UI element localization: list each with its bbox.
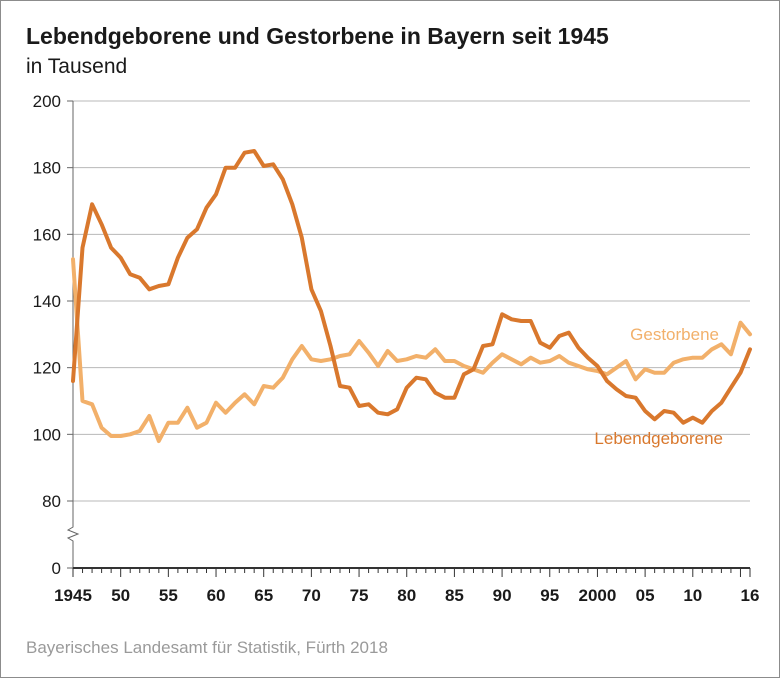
y-tick-label-140: 140 [33, 292, 61, 311]
y-tick-label-160: 160 [33, 225, 61, 244]
series-label-gestorbene: Gestorbene [630, 325, 719, 344]
series-lines [71, 149, 752, 443]
axes [66, 101, 750, 569]
gridlines [73, 100, 750, 502]
x-tick-label-80: 80 [397, 586, 416, 605]
y-tick-label-120: 120 [33, 359, 61, 378]
axis-break-gap [66, 523, 80, 545]
source-note: Bayerisches Landesamt für Statistik, Für… [26, 638, 388, 657]
y-tick-label-80: 80 [42, 492, 61, 511]
x-tick-label-65: 65 [254, 586, 273, 605]
x-tick-label-70: 70 [302, 586, 321, 605]
x-tick-label-1945: 1945 [54, 586, 92, 605]
x-tick-label-90: 90 [493, 586, 512, 605]
x-tick-label-75: 75 [350, 586, 369, 605]
x-tick-label-2000: 2000 [579, 586, 617, 605]
x-axis-ticks: 1945 50 55 60 65 70 75 80 85 90 95 2000 05 10 16 [54, 568, 759, 605]
series-labels: Lebendgeborene Gestorbene [594, 325, 723, 448]
y-tick-label-180: 180 [33, 159, 61, 178]
y-tick-label-0: 0 [52, 559, 61, 578]
x-tick-label-16: 16 [741, 586, 760, 605]
y-tick-label-200: 200 [33, 92, 61, 111]
axis-break-icon [66, 523, 80, 545]
x-tick-label-95: 95 [540, 586, 559, 605]
series-line-gestorbene [71, 257, 752, 443]
y-tick-label-100: 100 [33, 425, 61, 444]
x-tick-label-55: 55 [159, 586, 178, 605]
x-tick-label-10: 10 [683, 586, 702, 605]
x-tick-label-50: 50 [111, 586, 130, 605]
series-line-lebendgeborene [71, 149, 752, 425]
chart-title: Lebendgeborene und Gestorbene in Bayern … [26, 23, 609, 49]
x-tick-label-85: 85 [445, 586, 464, 605]
series-label-lebendgeborene: Lebendgeborene [594, 429, 723, 448]
chart-subtitle: in Tausend [26, 55, 128, 78]
y-axis-ticks: 0 80 100 120 140 160 180 200 [33, 92, 73, 578]
x-tick-label-05: 05 [636, 586, 655, 605]
x-tick-label-60: 60 [207, 586, 226, 605]
